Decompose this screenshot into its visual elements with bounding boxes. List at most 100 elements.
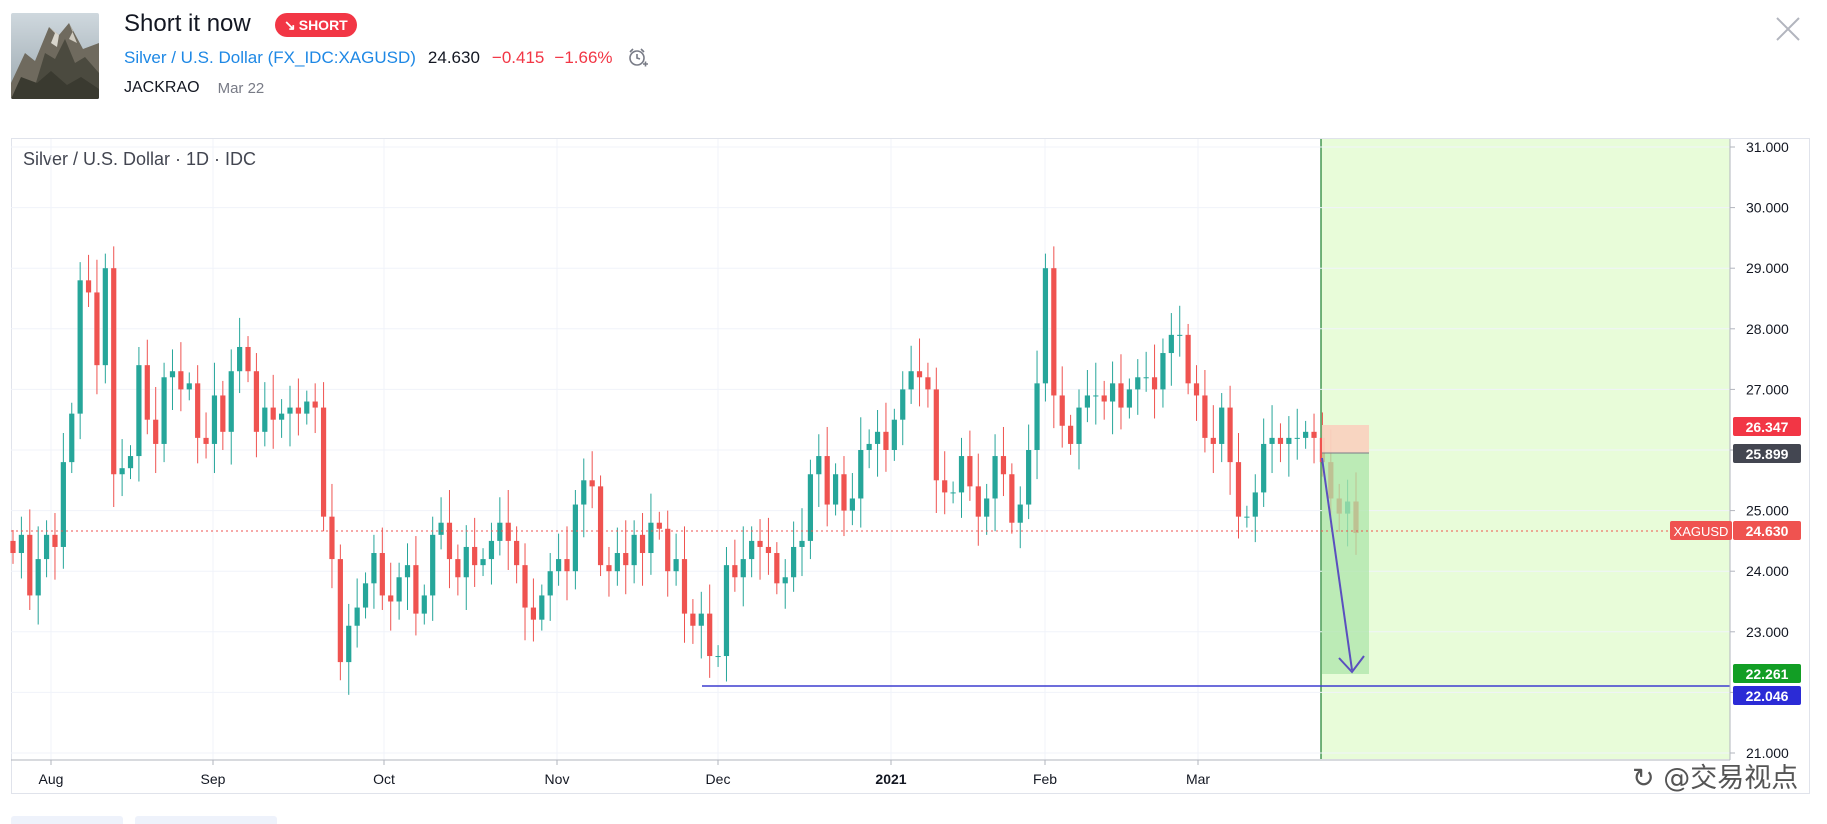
candle-body [597, 486, 604, 566]
forecast-arrow[interactable] [1321, 457, 1365, 674]
symbol-tag-label: XAGUSD [1670, 521, 1732, 540]
candle-body [984, 498, 990, 517]
target-price-label: 22.261 [1733, 664, 1801, 683]
candle-body [178, 371, 184, 390]
candle-body [1269, 437, 1275, 444]
candle-body [1210, 437, 1216, 444]
symbol-open-paren: ( [262, 48, 274, 67]
symbol-line: Silver / U.S. Dollar ( FX_IDC:XAGUSD ) 2… [124, 47, 649, 69]
candle-body [320, 407, 327, 517]
candle-body [136, 365, 142, 457]
candle-body [1177, 334, 1183, 336]
candle-body [127, 456, 134, 469]
x-tick-label: Nov [545, 771, 570, 787]
y-tick-label: 23.000 [1746, 624, 1789, 640]
alarm-clock-icon[interactable] [627, 47, 649, 69]
candle-body [656, 522, 662, 529]
candle-body [1227, 407, 1233, 463]
candle-body [858, 450, 864, 499]
svg-text:22.261: 22.261 [1746, 666, 1789, 682]
candle-body [404, 565, 411, 578]
candle-body [463, 546, 469, 578]
candle-body [43, 534, 50, 560]
author-avatar[interactable] [11, 13, 99, 99]
y-tick-label: 24.000 [1746, 563, 1789, 579]
candle-body [153, 419, 159, 444]
candle-body [371, 553, 377, 584]
candle-body [60, 462, 66, 547]
take-profit-zone[interactable] [1322, 453, 1369, 674]
candle-body [77, 280, 83, 414]
candle-body [816, 456, 822, 475]
candle-body [555, 559, 562, 572]
candle-body [530, 607, 537, 620]
candle-body [497, 522, 503, 541]
bottom-tab-1[interactable] [11, 816, 123, 824]
candle-body [673, 559, 679, 572]
candle-body [69, 413, 75, 463]
candle-body [421, 595, 427, 614]
candle-body [1118, 383, 1124, 408]
candle-body [975, 486, 981, 517]
bottom-tab-2[interactable] [135, 816, 277, 824]
badge-label: SHORT [298, 17, 348, 33]
candle-body [757, 540, 763, 547]
candle-body [304, 401, 310, 414]
symbol-name-link[interactable]: Silver / U.S. Dollar [124, 48, 263, 67]
candle-body [1135, 377, 1141, 390]
close-icon[interactable] [1773, 14, 1803, 44]
candle-body [749, 540, 755, 560]
candle-body [1277, 437, 1284, 444]
candlesticks [10, 246, 1359, 695]
candle-body [10, 540, 16, 554]
candle-body [1000, 456, 1007, 475]
candle-body [1084, 395, 1091, 408]
arrow-down-right-icon: ↘ [284, 17, 296, 33]
candle-body [27, 534, 33, 596]
candle-body [765, 546, 772, 554]
candle-body [228, 371, 234, 432]
candle-body [1252, 492, 1258, 517]
candle-body [295, 407, 301, 414]
candle-body [631, 534, 637, 566]
y-tick-label: 31.000 [1746, 139, 1789, 155]
candle-body [589, 480, 595, 487]
chart-container[interactable] [11, 138, 1810, 794]
symbol-change: −0.415 [491, 48, 545, 67]
mountain-image [11, 13, 99, 99]
candle-body [1160, 353, 1166, 390]
candle-body [253, 371, 260, 432]
candle-body [203, 437, 209, 444]
y-tick-label: 30.000 [1746, 200, 1789, 216]
idea-title: Short it now [124, 10, 251, 37]
candle-body [396, 577, 402, 602]
candle-body [446, 522, 453, 560]
stop-loss-zone[interactable] [1322, 425, 1369, 453]
profit-zone-background [1321, 139, 1730, 759]
candle-body [488, 540, 495, 560]
candle-body [1294, 437, 1300, 439]
candle-body [648, 522, 654, 554]
candle-body [1235, 462, 1242, 517]
candle-body [119, 468, 125, 475]
candle-body [195, 383, 201, 438]
candle-body [723, 565, 730, 657]
author-name-link[interactable]: JACKRAO [124, 79, 200, 96]
candle-body [278, 413, 285, 420]
candle-body [942, 480, 948, 493]
time-scale[interactable]: Aug Sep Oct Nov Dec 2021 Feb Mar [39, 760, 1211, 787]
symbol-code-link[interactable]: FX_IDC:XAGUSD [273, 48, 411, 67]
x-tick-label: Feb [1033, 771, 1057, 787]
candle-body [908, 371, 914, 390]
symbol-change-percent: −1.66% [554, 48, 613, 67]
candle-body [18, 534, 24, 554]
candle-body [874, 431, 881, 444]
candle-body [547, 571, 553, 596]
y-tick-label: 27.000 [1746, 381, 1789, 397]
candle-body [1202, 395, 1208, 438]
candle-body [1101, 395, 1107, 402]
candle-body [362, 583, 369, 608]
candle-body [1193, 383, 1200, 396]
candle-body [144, 365, 150, 420]
